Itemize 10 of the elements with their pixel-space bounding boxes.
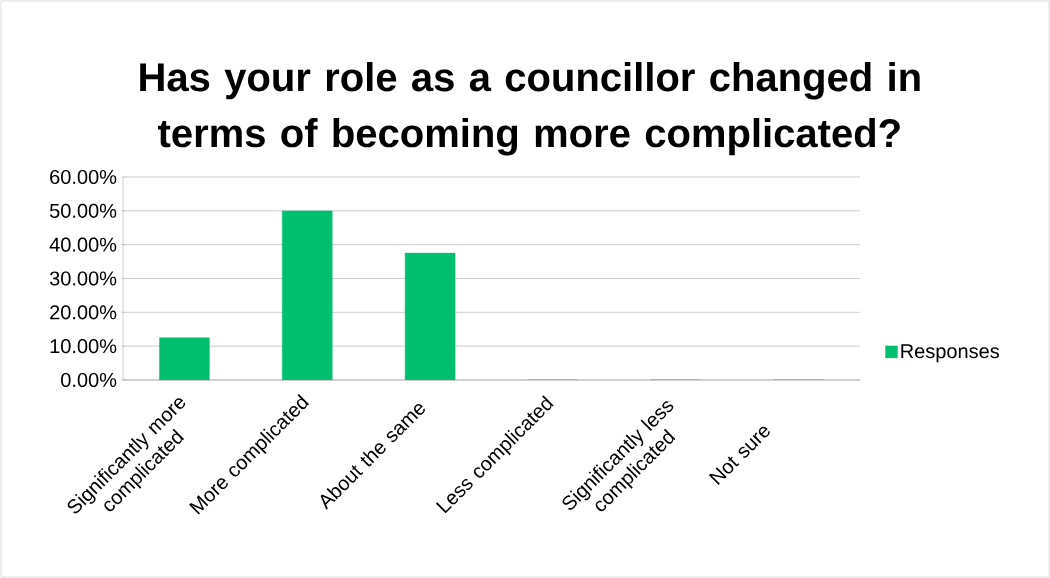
y-tick-label: 50.00% xyxy=(49,203,117,218)
y-tick-label: 60.00% xyxy=(50,169,117,185)
y-tick-label: 30.00% xyxy=(49,271,117,286)
y-tick-label: 20.00% xyxy=(50,305,117,320)
legend-label: Responses xyxy=(901,344,1000,363)
y-tick-label: 0.00% xyxy=(61,372,117,388)
y-tick-label: 40.00% xyxy=(49,237,117,252)
y-tick-label: 10.00% xyxy=(50,339,117,354)
chart-title: Has your role as a councillor changed in terms of becoming more complicated? xyxy=(140,62,920,156)
x-tick-label: Not sure xyxy=(708,426,770,485)
